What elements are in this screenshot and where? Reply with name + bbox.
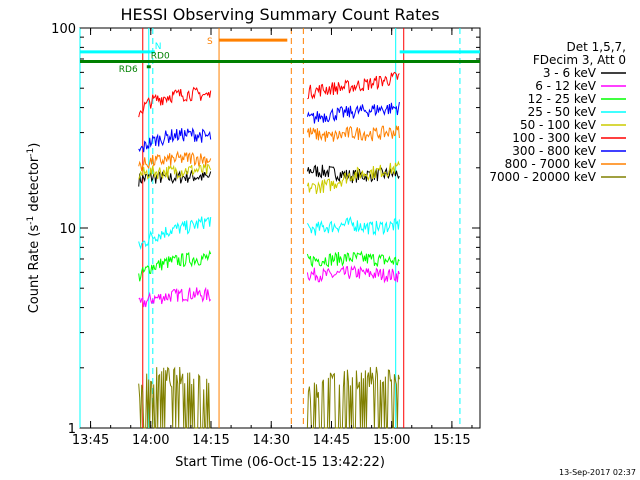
y-axis-label: Count Rate (s-1 detector-1) [26,143,42,314]
legend-item-label: 6 - 12 keV [535,79,597,93]
series-trace [306,265,400,284]
x-tick-label: 14:15 [192,433,229,448]
x-tick-label: 15:00 [373,433,410,448]
vertical-markers [79,28,461,428]
series-800-7000kev [138,125,400,172]
state-label: S [207,37,213,47]
series-trace [306,125,400,142]
legend-item-label: 25 - 50 keV [528,105,597,119]
series-trace [306,216,400,237]
x-axis-label: Start Time (06-Oct-15 13:42:22) [175,455,385,470]
legend-item-label: 12 - 25 keV [528,92,597,106]
plot-area [79,27,481,429]
plot-frame [79,27,481,429]
legend-item-label: 800 - 7000 keV [505,157,597,171]
series-trace [138,366,211,429]
series-trace [306,160,400,195]
series-trace [138,163,212,180]
legend-header-line-1: Det 1,5,7, [567,40,627,54]
series-trace [138,249,212,282]
y-axis-label-mid: detector [27,156,42,216]
series-layer [138,71,400,429]
legend-item-label: 50 - 100 keV [520,118,597,132]
series-trace [307,71,400,100]
series-trace [138,86,212,118]
x-tick-label: 14:45 [313,433,350,448]
series-12-25kev [138,249,400,282]
state-label: RD6 [119,65,138,75]
series-trace [138,216,212,251]
legend-item-label: 100 - 300 keV [512,131,596,145]
footer-timestamp: 13-Sep-2017 02:37 [559,468,636,477]
series-6-12kev [138,265,400,308]
legend-header-line-2: FDecim 3, Att 0 [533,53,626,67]
series-trace [306,102,400,124]
state-label: N [155,42,162,52]
y-axis-label-sup1: -1 [26,216,36,225]
series-trace [306,164,400,184]
y-tick-label: 1 [68,422,76,437]
y-axis-label-sup2: -1 [26,148,36,157]
series-trace [306,250,400,268]
axes: 13:45 14:00 14:15 14:30 14:45 15:00 15:15 1 10 10… [51,22,480,448]
legend-item-label: 7000 - 20000 keV [489,170,596,184]
y-tick-label: 100 [51,22,76,37]
chart-title: HESSI Observing Summary Count Rates [120,5,439,24]
series-300-800kev [138,102,400,153]
series-trace [138,150,212,172]
series-100-300kev [138,71,400,118]
series-trace [306,366,400,429]
series-7000-20000kev [138,366,400,429]
x-tick-label: 14:30 [253,433,290,448]
legend-item-label: 3 - 6 keV [543,66,597,80]
x-tick-label: 15:15 [433,433,470,448]
series-trace [138,127,212,153]
series-3-6kev [138,164,400,187]
state-label: RD0 [151,51,170,61]
y-axis-label-end: ) [27,143,42,148]
y-axis-label-main: Count Rate (s [27,225,42,314]
y-tick-label: 10 [59,222,76,237]
series-trace [138,170,212,187]
series-trace [138,286,212,308]
x-tick-label: 14:00 [132,433,169,448]
series-25-50kev [138,216,400,251]
legend-item-label: 300 - 800 keV [512,144,596,158]
x-tick-label: 13:45 [72,433,109,448]
series-50-100kev [138,160,400,195]
